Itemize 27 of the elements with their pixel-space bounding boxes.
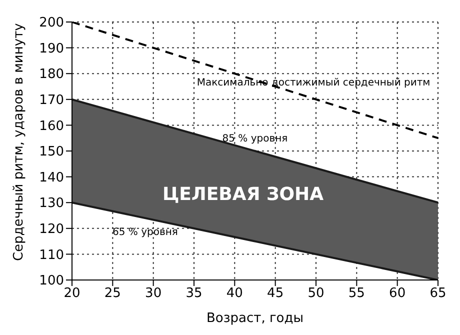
x-tick-label: 55 — [348, 286, 365, 302]
y-tick-label: 160 — [39, 118, 64, 134]
y-tick-label: 120 — [39, 222, 64, 238]
y-tick-label: 170 — [39, 93, 64, 108]
y-tick-label: 130 — [39, 196, 64, 212]
y-tick-label: 180 — [39, 67, 64, 82]
y-tick-label: 200 — [39, 16, 64, 31]
series-label: Максимально достижимый сердечный ритм — [196, 77, 430, 88]
series-label: 85 % уровня — [222, 134, 288, 145]
x-tick-label: 20 — [64, 286, 80, 302]
x-tick-label: 45 — [267, 286, 284, 302]
y-tick-label: 140 — [39, 170, 64, 186]
x-tick-label: 30 — [145, 286, 162, 302]
x-tick-label: 40 — [226, 286, 243, 302]
y-tick-label: 150 — [39, 144, 64, 160]
x-tick-label: 35 — [186, 286, 202, 302]
x-tick-label: 60 — [389, 286, 406, 302]
y-axis-title: Сердечный ритм, ударов в минуту — [12, 22, 27, 261]
y-tick-label: 100 — [39, 274, 64, 289]
y-tick-label: 110 — [39, 248, 64, 263]
x-tick-label: 25 — [104, 286, 121, 302]
x-tick-label: 50 — [308, 286, 324, 302]
annotation: ЦЕЛЕВАЯ ЗОНА — [161, 184, 325, 205]
y-tick-label: 190 — [39, 41, 64, 56]
x-axis-title: Возраст, годы — [206, 311, 304, 326]
series-label: 65 % уровня — [112, 226, 178, 238]
x-tick-label: 65 — [430, 286, 446, 302]
